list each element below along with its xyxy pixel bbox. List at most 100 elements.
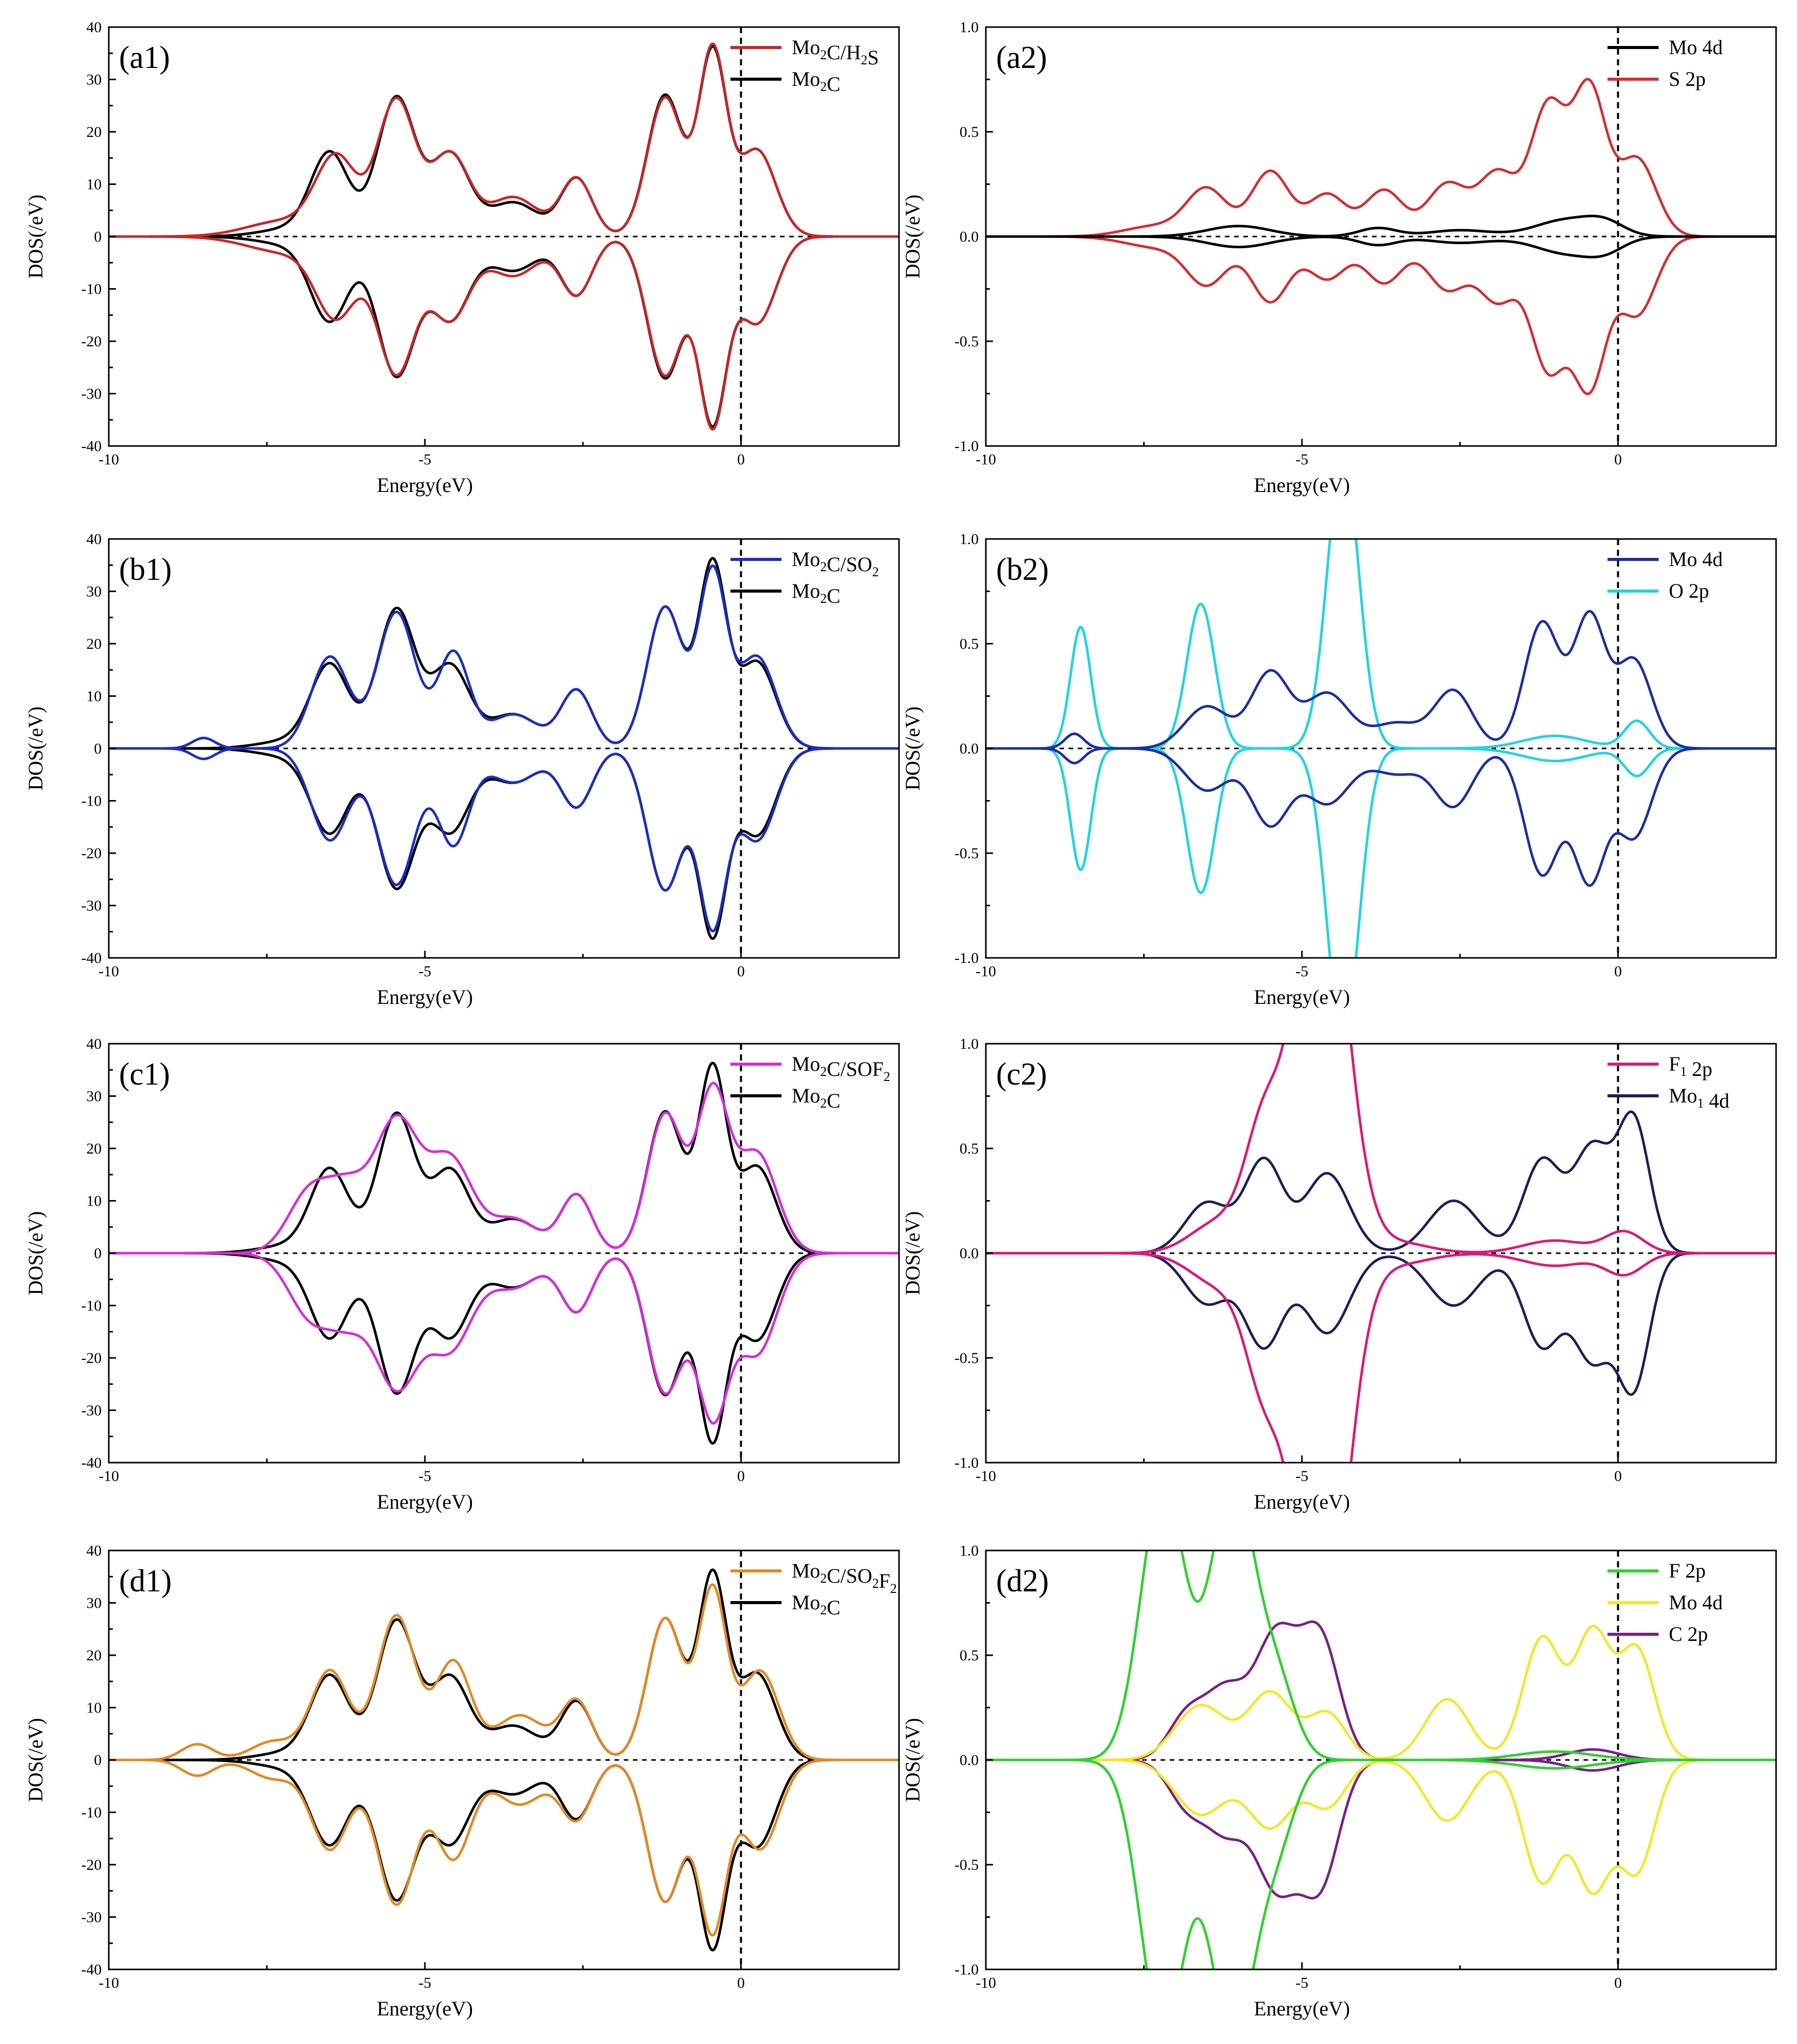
y-tick-label: -0.5 bbox=[955, 845, 979, 862]
y-tick-label: -30 bbox=[81, 1909, 102, 1926]
series-line-mo2c-h2s-spin-up bbox=[109, 42, 899, 238]
y-tick-label: 40 bbox=[86, 19, 102, 36]
y-tick-label: 30 bbox=[86, 1595, 102, 1612]
y-tick-label: 20 bbox=[86, 1140, 102, 1157]
y-tick-label: 1.0 bbox=[960, 19, 979, 36]
y-tick-label: 1.0 bbox=[960, 531, 979, 548]
y-axis-title: DOS(/eV) bbox=[901, 1211, 924, 1295]
x-axis-title: Energy(eV) bbox=[377, 1997, 473, 2020]
series-group bbox=[109, 42, 899, 431]
y-tick-label: 0.5 bbox=[960, 636, 979, 652]
x-tick-label: -5 bbox=[418, 963, 431, 980]
y-tick-label: -40 bbox=[81, 1961, 102, 1978]
y-tick-label: -10 bbox=[81, 793, 102, 810]
legend: Mo 4d S 2p bbox=[1607, 36, 1723, 90]
legend-label: Mo 4d bbox=[1669, 548, 1723, 571]
x-axis-title: Energy(eV) bbox=[1254, 474, 1350, 497]
legend-label: F1 2p bbox=[1669, 1052, 1712, 1080]
x-axis-title: Energy(eV) bbox=[377, 474, 473, 497]
x-tick-label: -5 bbox=[1295, 1975, 1308, 1991]
y-tick-label: 40 bbox=[86, 1036, 102, 1052]
y-axis-title: DOS(/eV) bbox=[901, 707, 924, 790]
panel-b2: -10 -5 0 -1.0 -0.5 0.0 0.5 1.0 Energy(eV) DOS(/eV… bbox=[901, 531, 1777, 1008]
series-line-mo1-4d-spin-down bbox=[986, 1252, 1776, 1396]
legend-label: Mo1 4d bbox=[1669, 1084, 1730, 1112]
panel-label: (d1) bbox=[119, 1564, 172, 1599]
y-tick-label: 10 bbox=[86, 1193, 102, 1210]
x-tick-label: -10 bbox=[99, 451, 119, 468]
legend-label: Mo 4d bbox=[1669, 1591, 1723, 1614]
y-tick-label: 0.0 bbox=[960, 228, 979, 245]
series-group bbox=[109, 557, 899, 940]
y-tick-label: 0 bbox=[94, 228, 102, 245]
legend-label: Mo2C bbox=[792, 1084, 840, 1112]
x-axis-title: Energy(eV) bbox=[1254, 1490, 1350, 1513]
panel-label: (a2) bbox=[996, 40, 1047, 75]
series-line-mo2c-spin-up bbox=[109, 1568, 899, 1761]
panel-a2: -10 -5 0 -1.0 -0.5 0.0 0.5 1.0 Energy(eV) DOS(/eV… bbox=[901, 19, 1777, 497]
x-tick-label: 0 bbox=[1614, 1975, 1622, 1991]
panel-b1: -10 -5 0 -40 -30 -20 -10 0 10 20 30 40 Energy(eV) DOS… bbox=[24, 531, 900, 1008]
y-tick-label: 40 bbox=[86, 1542, 102, 1559]
legend-label: Mo2C/SO2F2 bbox=[792, 1559, 897, 1596]
x-tick-label: -5 bbox=[418, 1468, 431, 1485]
legend: F 2p Mo 4d C 2p bbox=[1607, 1559, 1723, 1646]
y-tick-label: -1.0 bbox=[955, 438, 979, 455]
series-line-mo2c-sof2-spin-up bbox=[109, 1082, 899, 1255]
series-line-f1-2p-spin-down bbox=[986, 1252, 1776, 1463]
x-tick-label: -5 bbox=[418, 451, 431, 468]
series-line-s-2p-spin-down bbox=[986, 235, 1776, 395]
y-tick-label: -0.5 bbox=[955, 1857, 979, 1873]
series-group bbox=[986, 539, 1776, 958]
legend-label: Mo2C/SO2 bbox=[792, 548, 879, 579]
series-line-mo1-4d-spin-up bbox=[986, 1110, 1776, 1255]
legend-label: F 2p bbox=[1669, 1559, 1706, 1582]
y-tick-label: -1.0 bbox=[955, 1961, 979, 1978]
y-tick-label: -20 bbox=[81, 1350, 102, 1367]
x-tick-label: -10 bbox=[99, 963, 119, 980]
panel-label: (c2) bbox=[996, 1057, 1047, 1092]
y-tick-label: 20 bbox=[86, 124, 102, 140]
y-tick-label: -40 bbox=[81, 438, 102, 455]
y-tick-label: -1.0 bbox=[955, 950, 979, 967]
panel-d1: -10 -5 0 -40 -30 -20 -10 0 10 20 30 40 Energy(eV) DOS… bbox=[24, 1542, 900, 2020]
y-tick-label: 0.5 bbox=[960, 124, 979, 140]
x-tick-label: -5 bbox=[1295, 1468, 1308, 1485]
x-tick-label: 0 bbox=[1614, 963, 1622, 980]
x-tick-label: -10 bbox=[976, 451, 996, 468]
series-line-s-2p-spin-up bbox=[986, 78, 1776, 238]
series-group bbox=[109, 1062, 899, 1445]
y-tick-label: -0.5 bbox=[955, 1350, 979, 1367]
x-tick-label: -5 bbox=[1295, 963, 1308, 980]
y-tick-label: 10 bbox=[86, 688, 102, 705]
y-tick-label: 20 bbox=[86, 1647, 102, 1664]
series-line-mo2c-so2f2-spin-up bbox=[109, 1583, 899, 1761]
series-line-mo2c-so2-spin-down bbox=[109, 747, 899, 933]
legend: F1 2p Mo1 4d bbox=[1607, 1052, 1730, 1112]
legend: Mo 4d O 2p bbox=[1607, 548, 1723, 602]
y-tick-label: -0.5 bbox=[955, 333, 979, 350]
legend-label: Mo2C bbox=[792, 579, 840, 607]
y-tick-label: 0.0 bbox=[960, 1245, 979, 1262]
y-tick-label: -30 bbox=[81, 1402, 102, 1419]
y-tick-label: 30 bbox=[86, 583, 102, 600]
y-tick-label: 0.5 bbox=[960, 1647, 979, 1664]
legend-label: S 2p bbox=[1669, 67, 1706, 90]
y-axis-title: DOS(/eV) bbox=[24, 1211, 47, 1295]
x-tick-label: 0 bbox=[1614, 1468, 1622, 1485]
y-tick-label: -20 bbox=[81, 845, 102, 862]
y-axis-title: DOS(/eV) bbox=[24, 1718, 47, 1802]
x-axis-title: Energy(eV) bbox=[377, 1490, 473, 1513]
series-group bbox=[986, 78, 1776, 395]
series-line-mo2c-spin-down bbox=[109, 235, 899, 428]
panel-c2: -10 -5 0 -1.0 -0.5 0.0 0.5 1.0 Energy(eV) DOS(/eV… bbox=[901, 1036, 1777, 1513]
y-tick-label: 40 bbox=[86, 531, 102, 548]
y-tick-label: -10 bbox=[81, 1298, 102, 1314]
series-line-f-2p-spin-up bbox=[986, 1550, 1776, 1761]
y-tick-label: -30 bbox=[81, 386, 102, 403]
legend-label: Mo2C/H2S bbox=[792, 36, 879, 69]
series-line-o-2p-spin-down bbox=[986, 747, 1776, 958]
series-line-c-2p-spin-down bbox=[986, 1758, 1776, 1900]
